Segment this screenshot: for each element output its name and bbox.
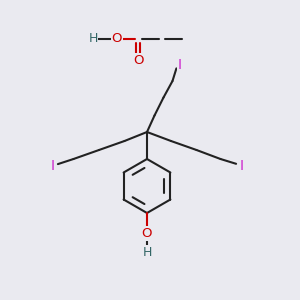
Text: I: I: [239, 159, 244, 173]
Text: I: I: [177, 58, 182, 72]
Text: O: O: [142, 227, 152, 240]
Text: H: H: [142, 245, 152, 259]
Text: O: O: [112, 32, 122, 46]
Text: O: O: [133, 53, 143, 67]
Text: H: H: [88, 32, 98, 46]
Text: I: I: [50, 159, 55, 173]
